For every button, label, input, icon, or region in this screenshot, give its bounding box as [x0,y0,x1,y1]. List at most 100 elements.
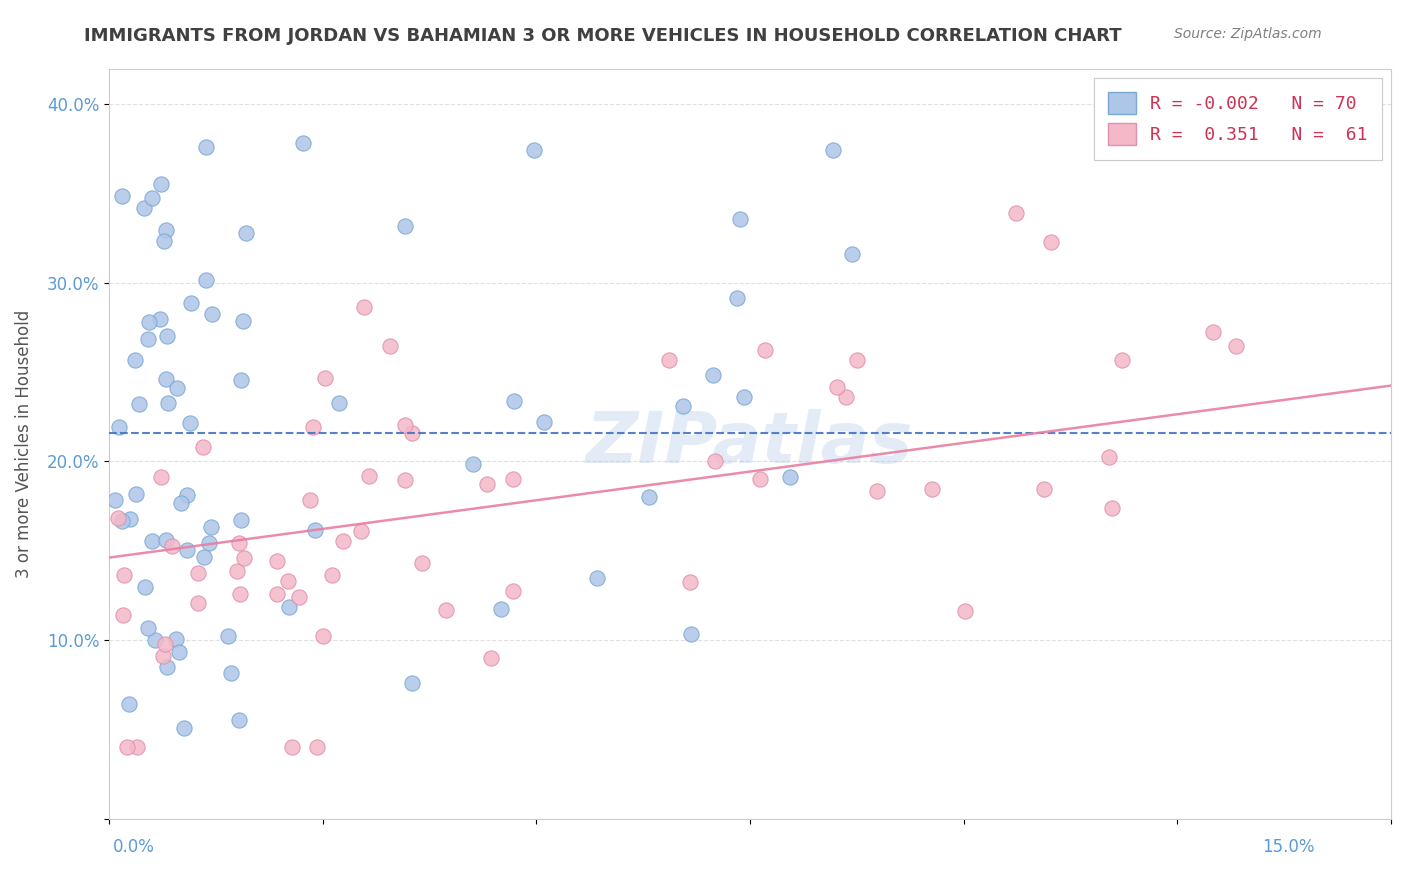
Point [841,246,863,260]
Point [104,493,127,508]
Point [672,400,695,414]
Point [166,381,188,395]
Point [231,512,253,526]
Point [150,469,173,483]
Point [134,580,156,594]
Point [401,675,423,690]
Text: IMMIGRANTS FROM JORDAN VS BAHAMIAN 3 OR MORE VEHICLES IN HOUSEHOLD CORRELATION C: IMMIGRANTS FROM JORDAN VS BAHAMIAN 3 OR … [84,27,1122,45]
Point [165,632,187,646]
Point [180,296,202,310]
Point [394,219,416,233]
Text: ZIPatlas: ZIPatlas [586,409,914,478]
Point [124,352,146,367]
Point [328,396,350,410]
Point [779,470,801,484]
Point [232,551,254,566]
Point [125,740,148,755]
Point [503,394,526,409]
Point [463,457,485,471]
Point [162,540,184,554]
Point [200,520,222,534]
Point [179,416,201,430]
Point [153,234,176,248]
Point [314,371,336,385]
Point [112,568,135,582]
Point [149,312,172,326]
Point [725,292,748,306]
Point [834,390,856,404]
Point [195,140,218,154]
Point [353,300,375,314]
Point [866,484,889,499]
Point [658,352,681,367]
Point [125,487,148,501]
Point [128,397,150,411]
Point [141,191,163,205]
Point [754,343,776,357]
Point [221,665,243,680]
Point [394,418,416,433]
Point [304,523,326,537]
Point [1097,450,1119,464]
Point [232,314,254,328]
Point [401,426,423,441]
Point [107,510,129,524]
Point [187,566,209,581]
Point [155,637,177,651]
Point [1202,326,1225,340]
Point [749,472,772,486]
Point [167,645,190,659]
Text: 0.0%: 0.0% [112,838,155,855]
Point [921,482,943,496]
Point [277,599,299,614]
Point [191,440,214,454]
Point [152,648,174,663]
Point [111,188,134,202]
Point [187,596,209,610]
Point [704,453,727,467]
Point [229,373,252,387]
Point [143,633,166,648]
Point [193,549,215,564]
Point [229,587,252,601]
Point [155,223,177,237]
Y-axis label: 3 or more Vehicles in Household: 3 or more Vehicles in Household [15,310,32,578]
Point [156,329,179,343]
Point [434,602,457,616]
Text: Source: ZipAtlas.com: Source: ZipAtlas.com [1174,27,1322,41]
Point [475,477,498,491]
Point [1005,206,1028,220]
Point [155,372,177,386]
Point [1101,501,1123,516]
Point [357,468,380,483]
Point [288,590,311,604]
Point [638,490,661,504]
Point [586,570,609,584]
Point [150,177,173,191]
Point [136,333,159,347]
Point [823,143,845,157]
Point [411,557,433,571]
Point [111,514,134,528]
Point [277,574,299,588]
Point [292,136,315,150]
Point [321,568,343,582]
Point [350,524,373,538]
Point [312,629,335,643]
Point [955,603,977,617]
Point [228,713,250,727]
Point [299,493,322,508]
Point [307,740,329,755]
Point [228,535,250,549]
Point [730,212,752,227]
Point [1225,339,1247,353]
Point [845,352,868,367]
Point [702,368,724,383]
Point [394,473,416,487]
Point [198,535,221,549]
Legend: R = -0.002   N = 70, R =  0.351   N =  61: R = -0.002 N = 70, R = 0.351 N = 61 [1094,78,1382,160]
Point [117,740,139,755]
Point [1111,352,1133,367]
Point [533,415,555,429]
Point [136,622,159,636]
